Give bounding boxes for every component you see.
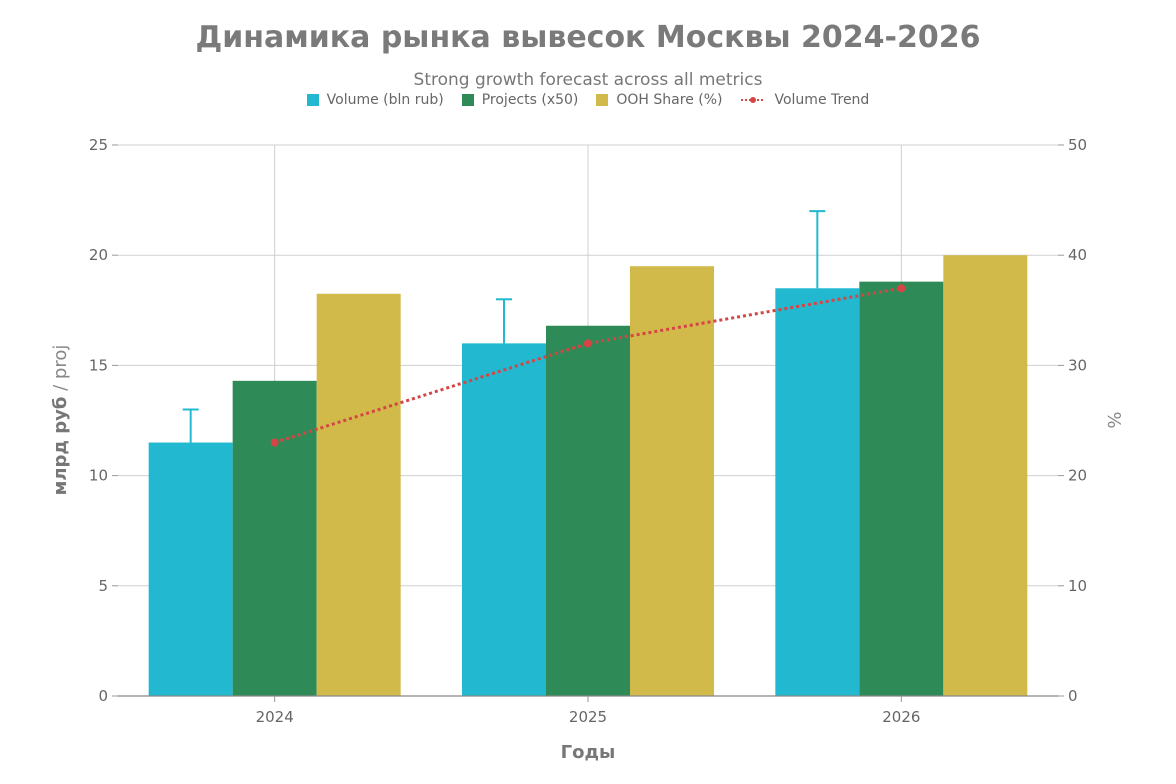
x-axis-title: Годы xyxy=(561,742,616,763)
y2-tick-label: 0 xyxy=(1068,687,1078,705)
y-axis-title: млрд руб / proj xyxy=(50,345,71,496)
bars xyxy=(148,255,1028,696)
chart-title: Динамика рынка вывесок Москвы 2024-2026 xyxy=(195,20,981,55)
legend-label-volume-trend: Volume Trend xyxy=(774,92,870,108)
chart-subtitle: Strong growth forecast across all metric… xyxy=(413,70,763,90)
bar-ooh-2025[interactable] xyxy=(630,266,714,696)
trend-point[interactable] xyxy=(270,438,279,447)
bar-volume-2026[interactable] xyxy=(775,288,860,696)
bar-volume-2024[interactable] xyxy=(148,442,233,696)
legend: Volume (bln rub) Projects (x50) OOH Shar… xyxy=(0,92,1176,108)
x-tick-label: 2026 xyxy=(882,708,920,726)
legend-swatch-volume-trend xyxy=(741,97,766,103)
bar-projects-2024[interactable] xyxy=(232,380,317,696)
y-tick-label: 10 xyxy=(89,467,108,485)
y-tick-label: 15 xyxy=(89,356,108,374)
legend-swatch-ooh-share xyxy=(596,94,609,106)
legend-label-volume: Volume (bln rub) xyxy=(326,92,444,108)
error-bars xyxy=(182,210,826,443)
legend-swatch-projects xyxy=(461,94,474,106)
y2-tick-label: 30 xyxy=(1068,356,1087,374)
x-tick-label: 2024 xyxy=(256,708,294,726)
bar-ooh-2026[interactable] xyxy=(943,255,1028,696)
legend-swatch-volume xyxy=(306,94,319,106)
y2-tick-label: 10 xyxy=(1068,577,1087,595)
bar-projects-2026[interactable] xyxy=(859,281,944,696)
trend-line xyxy=(274,286,902,444)
y-tick-label: 0 xyxy=(98,687,108,705)
legend-item-volume[interactable]: Volume (bln rub) xyxy=(306,92,444,108)
y-axis-title-suffix: / proj xyxy=(50,345,71,397)
trend-line-group xyxy=(270,284,906,447)
y-tick-label: 20 xyxy=(89,246,108,264)
y-tick-label: 25 xyxy=(89,136,108,154)
x-tick-label: 2025 xyxy=(569,708,607,726)
y-tick-label: 5 xyxy=(98,577,108,595)
y2-tick-label: 20 xyxy=(1068,467,1087,485)
legend-item-ooh-share[interactable]: OOH Share (%) xyxy=(596,92,722,108)
legend-label-projects: Projects (x50) xyxy=(481,92,579,108)
y2-axis-title: % xyxy=(1103,411,1124,428)
y2-tick-label: 40 xyxy=(1068,246,1087,264)
bar-ooh-2024[interactable] xyxy=(316,293,401,696)
trend-point[interactable] xyxy=(897,284,906,293)
legend-label-ooh-share: OOH Share (%) xyxy=(616,92,723,108)
trend-point[interactable] xyxy=(584,339,592,348)
legend-item-projects[interactable]: Projects (x50) xyxy=(461,92,579,108)
y-axis-title-main: млрд руб xyxy=(50,397,71,496)
bar-projects-2025[interactable] xyxy=(546,325,630,696)
bar-volume-2025[interactable] xyxy=(462,343,546,696)
legend-item-volume-trend[interactable]: Volume Trend xyxy=(740,92,869,108)
y2-tick-label: 50 xyxy=(1068,136,1087,154)
